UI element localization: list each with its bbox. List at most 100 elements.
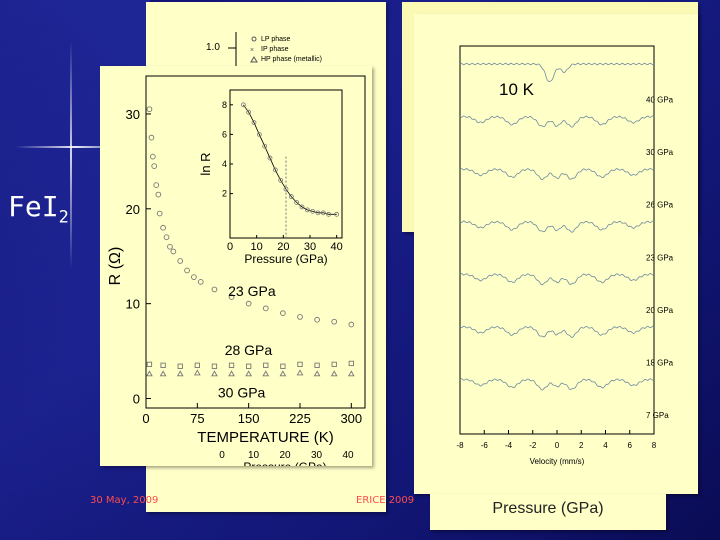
rt-inset-point [326,211,332,217]
rt-point-23gpa [331,318,338,325]
moss-series-label: 26 GPa [646,201,674,210]
rt-secondary-axis-label: Pressure (GPa) [243,460,326,466]
rt-point-30gpa [313,370,321,377]
rt-inset-point [315,210,321,216]
rt-point-28gpa [297,361,303,368]
rt-point-23gpa [151,163,158,169]
moss-spectrum-line [459,325,655,338]
rt-point-23gpa [149,153,156,160]
rt-point-23gpa [184,267,190,274]
moss-x-tick-label: 0 [555,441,560,450]
moss-series-label: 7 GPa [646,411,669,420]
rt-inset-point [304,207,310,213]
rt-point-30gpa [296,369,304,376]
rt-point-23gpa [170,248,177,255]
rt-inset-y-tick-label: 8 [222,100,227,110]
rt-inset-point [240,102,246,108]
rt-inset-point [278,177,284,183]
back-legend-hp: HP phase (metallic) [261,56,322,63]
moss-spectrum-line [459,167,655,181]
caption-text: Pressure (GPa) [492,500,604,517]
rt-point-23gpa [228,294,235,300]
rt-secondary-tick-label: 40 [342,450,354,461]
rt-secondary-tick-label: 0 [219,450,225,461]
rt-point-23gpa [177,258,184,264]
rt-inset-point [288,194,294,199]
rt-inset-point [251,120,257,125]
caption-panel: Pressure (GPa) [430,494,666,530]
rt-point-30gpa [262,370,270,377]
rt-inset-point [283,186,289,192]
moss-x-tick-label: 4 [603,441,608,450]
rt-inset-y-tick-label: 2 [222,189,227,199]
moss-series-label: 30 GPa [646,148,674,157]
rt-point-23gpa [348,321,355,328]
rt-inset-y-axis-label: ln R [198,152,213,175]
rt-secondary-tick-label: 30 [311,450,323,461]
rt-point-23gpa [148,134,155,141]
back-legend-lp: LP phase [261,36,291,43]
rt-secondary-tick-label: 20 [279,450,291,461]
rt-point-28gpa [314,362,320,368]
rt-point-30gpa [193,369,201,376]
moss-plot-frame [459,45,655,435]
moss-spectrum-line [459,220,655,233]
moss-spectrum-line [459,378,655,391]
rt-inset-point [256,132,262,137]
rt-point-28gpa [160,362,166,368]
rt-inset-point [267,155,273,161]
rt-point-28gpa [146,361,153,368]
rt-point-28gpa [177,363,183,369]
slide-title-subscript: 2 [58,207,69,228]
rt-point-23gpa [155,191,162,198]
moss-x-tick-label: 6 [628,441,633,450]
rt-inset-y-tick-label: 6 [222,129,227,139]
rt-point-28gpa [280,363,286,369]
footer-date: 30 May, 2009 [90,495,159,506]
slide-title: FeI2 [8,190,69,228]
slide-title-text: FeI [8,190,59,223]
moss-x-tick-label: -4 [505,441,513,450]
rt-point-23gpa [146,106,153,113]
rt-point-23gpa [211,286,218,293]
back-legend-ip: IP phase [261,46,289,53]
rt-x-tick-label: 150 [238,411,260,426]
rt-x-tick-label: 225 [289,411,311,426]
rt-point-23gpa [297,314,303,320]
rt-annotation-28gpa: 28 GPa [225,342,273,358]
moss-spectrum-line [459,62,655,82]
rt-point-30gpa [211,370,218,377]
rt-point-28gpa [194,362,200,368]
rt-x-axis-label: TEMPERATURE (K) [197,429,333,446]
rt-annotation-30gpa: 30 GPa [218,385,266,401]
rt-point-30gpa [228,370,235,377]
rt-inset-x-tick-label: 30 [304,241,316,253]
moss-x-tick-label: 2 [579,441,584,450]
rt-y-tick-label: 20 [126,202,140,217]
rt-inset-point [310,208,316,214]
rt-point-30gpa [159,370,167,377]
rt-secondary-tick-label: 10 [248,450,260,461]
back-legend-hp-marker [250,56,258,63]
rt-point-28gpa [246,363,252,369]
rt-point-23gpa [191,274,197,280]
rt-point-30gpa [330,370,338,377]
rt-point-30gpa [245,370,253,377]
rt-y-tick-label: 10 [126,297,140,312]
moss-series-label: 23 GPa [646,253,674,262]
rt-x-tick-label: 75 [190,411,204,426]
back-legend-lp-marker [251,36,257,42]
rt-inset-point [334,211,340,217]
rt-inset-x-tick-label: 0 [227,241,233,253]
rt-inset-y-tick-label: 4 [222,159,227,169]
rt-inset-point [320,210,326,216]
moss-x-tick-label: 8 [652,441,657,450]
rt-x-tick-label: 300 [340,411,362,426]
moss-x-tick-label: -8 [456,441,464,450]
rt-point-23gpa [156,210,163,217]
rt-y-tick-label: 30 [126,107,140,122]
moss-annotation-10k: 10 K [499,80,535,99]
moss-x-tick-label: -6 [481,441,489,450]
moss-spectrum-line [459,273,655,286]
